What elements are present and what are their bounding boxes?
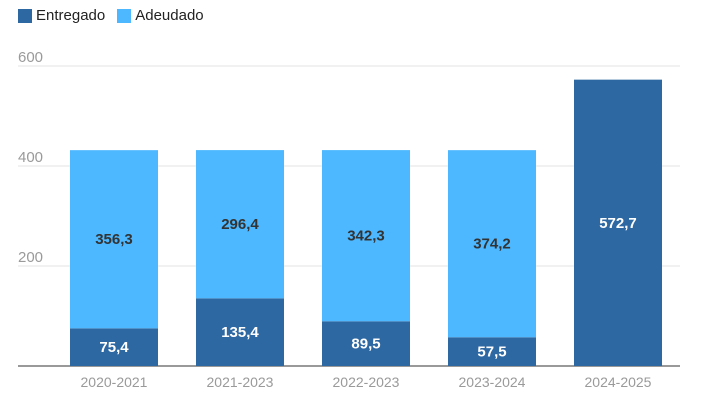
- data-label-entregado-2022-2023: 89,5: [351, 336, 380, 353]
- bar-entregado-2020-2021: [70, 328, 158, 366]
- bar-entregado-2021-2023: [196, 298, 284, 366]
- data-label-entregado-2021-2023: 135,4: [221, 324, 259, 341]
- data-label-entregado-2020-2021: 75,4: [99, 339, 129, 356]
- x-tick-label-2023-2024: 2023-2024: [459, 374, 526, 390]
- data-label-entregado-2023-2024: 57,5: [477, 344, 506, 361]
- y-tick-label-400: 400: [18, 149, 43, 166]
- legend-item-entregado: Entregado: [18, 7, 105, 24]
- bar-entregado-2024-2025: [574, 79, 662, 367]
- x-tick-label-2021-2023: 2021-2023: [207, 374, 274, 390]
- x-tick-label-2022-2023: 2022-2023: [333, 374, 400, 390]
- bar-entregado-2022-2023: [322, 321, 410, 366]
- y-tick-label-200: 200: [18, 249, 43, 266]
- legend-swatch-entregado: [18, 8, 32, 23]
- data-label-adeudado-2023-2024: 374,2: [473, 236, 511, 253]
- legend-label-adeudado: Adeudado: [135, 7, 204, 24]
- x-tick-label-2024-2025: 2024-2025: [585, 374, 652, 390]
- x-tick-label-2020-2021: 2020-2021: [81, 374, 148, 390]
- legend: Entregado Adeudado: [18, 7, 216, 24]
- bar-entregado-2023-2024: [448, 337, 536, 366]
- bar-adeudado-2020-2021: [70, 150, 158, 329]
- data-label-adeudado-2020-2021: 356,3: [95, 231, 133, 248]
- legend-item-adeudado: Adeudado: [117, 7, 204, 24]
- bar-adeudado-2022-2023: [322, 150, 410, 322]
- bar-adeudado-2023-2024: [448, 150, 536, 338]
- y-tick-label-600: 600: [18, 49, 43, 66]
- legend-swatch-adeudado: [117, 8, 132, 23]
- legend-label-entregado: Entregado: [36, 7, 106, 24]
- data-label-entregado-2024-2025: 572,7: [599, 215, 637, 232]
- data-label-adeudado-2022-2023: 342,3: [347, 228, 385, 245]
- bar-adeudado-2021-2023: [196, 150, 284, 299]
- data-label-adeudado-2021-2023: 296,4: [221, 216, 259, 233]
